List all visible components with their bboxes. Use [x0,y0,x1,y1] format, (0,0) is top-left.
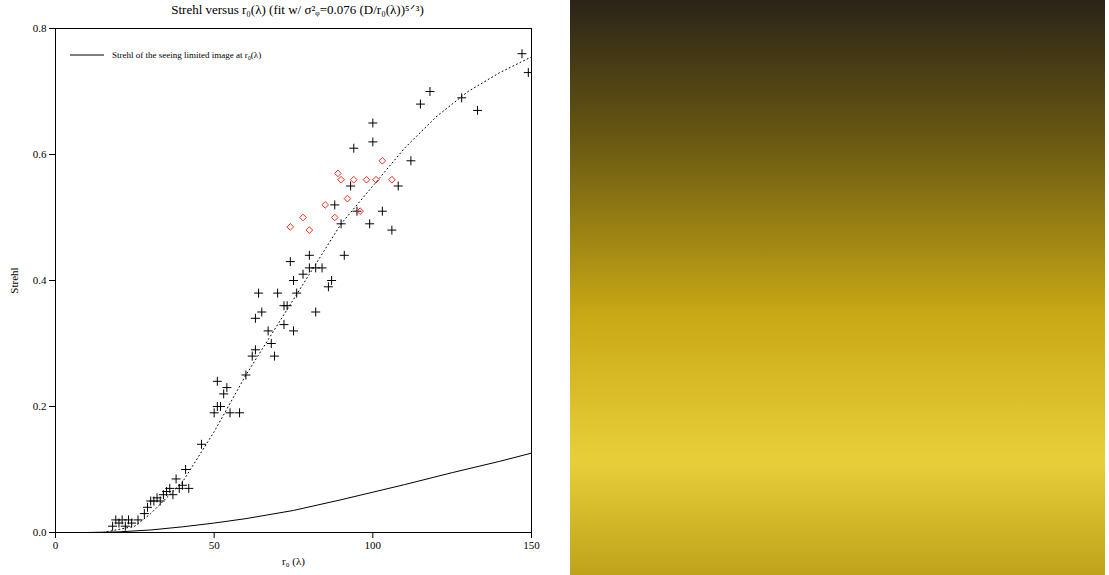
svg-text:0.4: 0.4 [33,274,47,286]
svg-text:150: 150 [523,539,540,551]
html-text:Strehl versus r₀(λ) (fit w/ σ²: Strehl versus r₀(λ) (fit w/ σ²ᵩ=0.076 (D… [171,2,424,17]
svg-text:Strehl: Strehl [8,267,20,293]
svg-text:0.8: 0.8 [33,22,47,34]
svg-text:0.6: 0.6 [33,148,47,160]
svg-text:0: 0 [53,539,59,551]
svg-text:0.2: 0.2 [33,400,47,412]
svg-text:100: 100 [365,539,382,551]
svg-text:50: 50 [209,539,221,551]
html-text:Strehl of the seeing limited i: Strehl of the seeing limited image at r₀… [112,50,262,60]
svg-text:r₀ (λ): r₀ (λ) [282,555,305,568]
svg-text:0.0: 0.0 [33,526,47,538]
